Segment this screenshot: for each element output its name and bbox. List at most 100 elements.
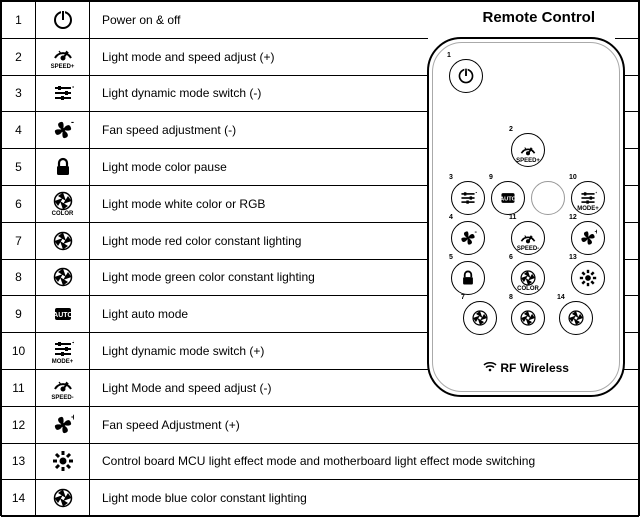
icon-subtext: MODE+ bbox=[36, 359, 89, 365]
row-icon-cell bbox=[36, 296, 90, 333]
aperture-icon: COLOR bbox=[36, 190, 89, 217]
remote-button-label: 2 bbox=[509, 126, 513, 133]
remote-button-1 bbox=[449, 59, 483, 93]
row-number: 9 bbox=[2, 296, 36, 333]
sliders-m-icon: - bbox=[452, 182, 484, 214]
remote-button-10: +MODE+ bbox=[571, 181, 605, 215]
fan-m-icon: - bbox=[36, 119, 89, 141]
aperture-icon bbox=[560, 302, 592, 334]
remote-button-label: 6 bbox=[509, 254, 513, 261]
row-number: 5 bbox=[2, 149, 36, 186]
icon-subtext: SPEED+ bbox=[36, 64, 89, 70]
sliders-p-icon: +MODE+ bbox=[572, 182, 604, 214]
row-icon-cell: - bbox=[36, 112, 90, 149]
remote-button-label: 8 bbox=[509, 294, 513, 301]
rf-text: RF Wireless bbox=[500, 361, 569, 375]
lock-icon bbox=[452, 262, 484, 294]
gear-icon bbox=[36, 450, 89, 472]
fan-p-icon: + bbox=[36, 414, 89, 436]
fan-m-icon: - bbox=[452, 222, 484, 254]
row-icon-cell bbox=[36, 222, 90, 259]
aperture-icon bbox=[512, 302, 544, 334]
row-icon-cell bbox=[36, 480, 90, 517]
svg-text:-: - bbox=[71, 119, 74, 127]
row-number: 2 bbox=[2, 38, 36, 75]
remote-button-label: 5 bbox=[449, 254, 453, 261]
remote-button-label: 13 bbox=[569, 254, 577, 261]
remote-inner-border bbox=[432, 42, 620, 392]
gear-icon bbox=[572, 262, 604, 294]
remote-button-2: SPEED+ bbox=[511, 133, 545, 167]
remote-button-label: 11 bbox=[509, 214, 516, 221]
remote-button-5 bbox=[451, 261, 485, 295]
row-icon-cell: COLOR bbox=[36, 185, 90, 222]
svg-text:-: - bbox=[475, 190, 477, 197]
row-icon-cell bbox=[36, 443, 90, 480]
aperture-icon bbox=[36, 266, 89, 288]
row-number: 10 bbox=[2, 333, 36, 370]
remote-button-label: 1 bbox=[447, 52, 451, 59]
aperture-icon bbox=[36, 230, 89, 252]
row-number: 8 bbox=[2, 259, 36, 296]
row-icon-cell: + bbox=[36, 406, 90, 443]
row-icon-cell bbox=[36, 2, 90, 39]
remote-button-12: + bbox=[571, 221, 605, 255]
row-number: 13 bbox=[2, 443, 36, 480]
remote-button-label: 7 bbox=[461, 294, 465, 301]
auto-icon bbox=[36, 303, 89, 325]
row-description: Fan speed Adjustment (+) bbox=[90, 406, 639, 443]
row-icon-cell: + MODE+ bbox=[36, 333, 90, 370]
icon-subtext: COLOR bbox=[36, 211, 89, 217]
remote-button-6: COLOR bbox=[511, 261, 545, 295]
rf-wireless-label: RF Wireless bbox=[429, 361, 623, 375]
svg-text:-: - bbox=[475, 229, 477, 236]
wifi-icon bbox=[483, 361, 497, 372]
row-icon-cell bbox=[36, 259, 90, 296]
row-number: 7 bbox=[2, 222, 36, 259]
gauge-icon: SPEED- bbox=[512, 222, 544, 254]
row-number: 6 bbox=[2, 185, 36, 222]
auto-icon bbox=[492, 182, 524, 214]
row-description: Control board MCU light effect mode and … bbox=[90, 443, 639, 480]
row-number: 4 bbox=[2, 112, 36, 149]
power-icon bbox=[36, 9, 89, 31]
aperture-icon: COLOR bbox=[512, 262, 544, 294]
row-icon-cell: SPEED- bbox=[36, 369, 90, 406]
remote-button-label: 14 bbox=[557, 294, 565, 301]
svg-text:+: + bbox=[595, 190, 597, 197]
sliders-m-icon: - bbox=[36, 82, 89, 104]
remote-button-11: SPEED- bbox=[511, 221, 545, 255]
svg-text:+: + bbox=[72, 338, 74, 347]
row-icon-cell: - bbox=[36, 75, 90, 112]
remote-button-label: 3 bbox=[449, 174, 453, 181]
sliders-p-icon: + MODE+ bbox=[36, 338, 89, 365]
aperture-icon bbox=[36, 487, 89, 509]
remote-button-4: - bbox=[451, 221, 485, 255]
table-row: 14Light mode blue color constant lightin… bbox=[2, 480, 639, 517]
table-row: 13 Control board MCU light effect mode an… bbox=[2, 443, 639, 480]
remote-body: RF Wireless 1SPEED+2-39+MODE+10-4SPEED-1… bbox=[427, 37, 625, 397]
lock-icon bbox=[36, 156, 89, 178]
remote-button-label: 9 bbox=[489, 174, 493, 181]
gauge-icon: SPEED- bbox=[36, 374, 89, 401]
remote-button-label: 10 bbox=[569, 174, 577, 181]
remote-button-label: 4 bbox=[449, 214, 453, 221]
row-number: 1 bbox=[2, 2, 36, 39]
remote-button-14 bbox=[559, 301, 593, 335]
remote-control-diagram: RF Wireless 1SPEED+2-39+MODE+10-4SPEED-1… bbox=[427, 37, 625, 397]
remote-button-13 bbox=[571, 261, 605, 295]
svg-text:+: + bbox=[71, 414, 74, 422]
remote-button-blank bbox=[531, 181, 565, 215]
row-description: Light mode blue color constant lighting bbox=[90, 480, 639, 517]
power-icon bbox=[450, 60, 482, 92]
row-icon-cell bbox=[36, 149, 90, 186]
remote-button-7 bbox=[463, 301, 497, 335]
aperture-icon bbox=[464, 302, 496, 334]
row-icon-cell: SPEED+ bbox=[36, 38, 90, 75]
row-number: 11 bbox=[2, 369, 36, 406]
fan-p-icon: + bbox=[572, 222, 604, 254]
table-row: 12+Fan speed Adjustment (+) bbox=[2, 406, 639, 443]
gauge-icon: SPEED+ bbox=[36, 43, 89, 70]
gauge-icon: SPEED+ bbox=[512, 134, 544, 166]
svg-text:-: - bbox=[72, 82, 74, 91]
